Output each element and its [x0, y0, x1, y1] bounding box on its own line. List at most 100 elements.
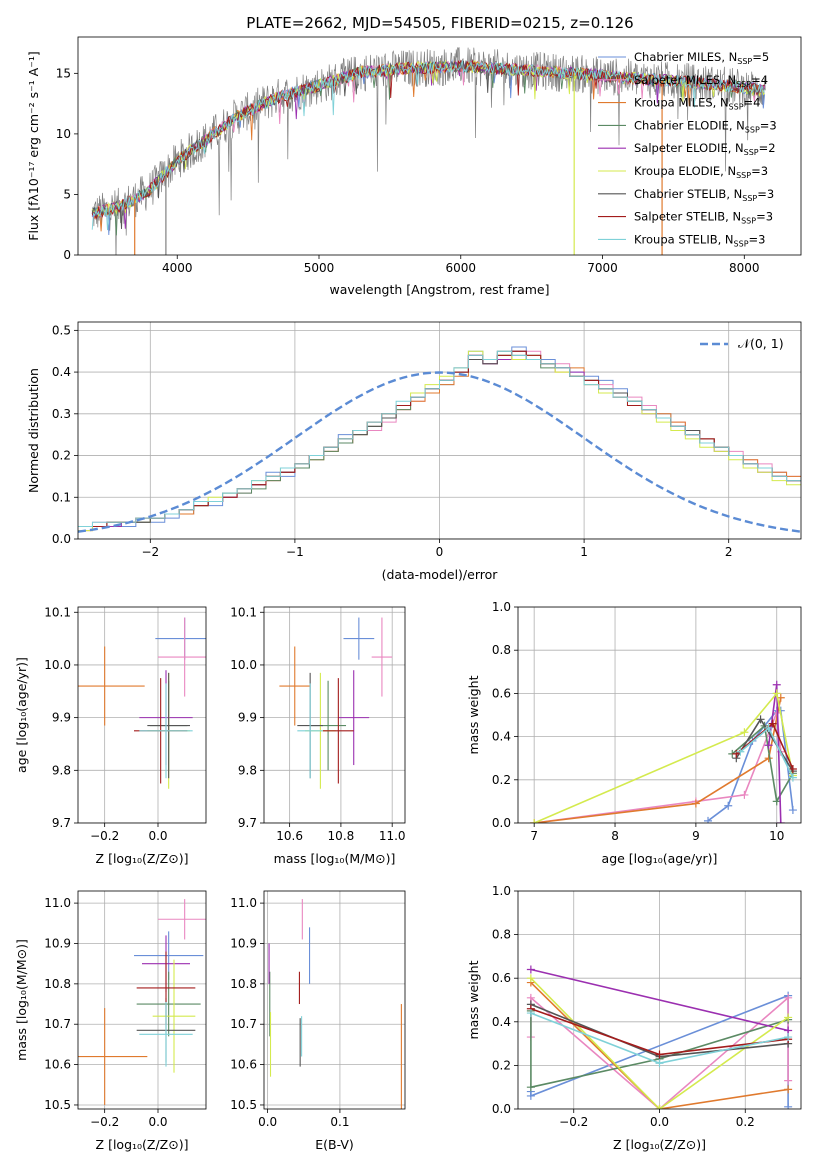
y-tick-label: 0.1	[52, 490, 71, 504]
y-tick-label: 10.5	[230, 1098, 257, 1112]
weight-marker-salp_stelib	[768, 719, 777, 728]
y-tick-label: 10.5	[44, 1098, 71, 1112]
x-tick-label: 0	[436, 545, 444, 559]
x-tick-label: 5000	[304, 261, 335, 275]
x-tick-label: 0.0	[148, 1115, 167, 1129]
weight-marker-krou_stelib	[655, 1059, 664, 1068]
weight-marker-salp_stelib	[788, 765, 797, 773]
x-tick-label: −0.2	[559, 1115, 588, 1129]
y-axis-label: mass weight	[466, 960, 481, 1039]
x-tick-label: 1	[580, 545, 588, 559]
legend-label-chab_stelib: Chabrier STELIB, NSSP=3	[634, 187, 774, 203]
weight-marker-krou_stelib	[764, 723, 773, 732]
x-tick-label: 9	[692, 829, 700, 843]
y-tick-label: 0.0	[492, 816, 511, 830]
axes-mass_vs_ebv: 0.0 0.1 10.5 10.6 10.7 10.8 10.9 11.0 E(B-V)	[230, 890, 406, 1152]
y-tick-label: 10.8	[230, 977, 257, 991]
legend-label-krou_elodie: Kroupa ELODIE, NSSP=3	[634, 164, 768, 180]
weight-marker-krou_stelib	[526, 1009, 535, 1018]
model-line-chab_miles	[91, 59, 766, 236]
axes-weight_vs_Z: −0.2 0.0 0.2 0.0 0.2 0.4 0.6 0.8 1.0 Z [log₁₀(Z/Z…	[466, 884, 802, 1152]
legend-label-krou_stelib: Kroupa STELIB, NSSP=3	[634, 232, 765, 248]
y-tick-label: 5	[63, 187, 71, 201]
y-tick-label: 9.8	[238, 763, 257, 777]
weight-marker-chab_miles	[788, 806, 797, 815]
x-tick-label: 10.6	[276, 829, 303, 843]
weight-line-salp_elodie	[530, 968, 789, 1032]
model-line-chab_stelib	[91, 60, 765, 230]
y-tick-label: 0.8	[492, 928, 511, 942]
x-tick-label: 10	[769, 829, 784, 843]
legend-label-sub: SSP	[736, 80, 751, 89]
legend-label-tail: =4	[744, 96, 761, 110]
y-axis-label: mass weight	[466, 675, 481, 754]
model-line-krou_stelib	[91, 60, 765, 231]
y-tick-label: 10.9	[44, 936, 71, 950]
y-tick-label: 9.7	[238, 816, 257, 830]
axes-residuals: −2 −1 0 1 2 0.0 0.1 0.2 0.3 0.4 0.5 (data-model)/er…	[26, 321, 802, 582]
y-tick-label: 0.0	[52, 532, 71, 546]
legend-label-sub: SSP	[729, 103, 744, 112]
weight-marker-chab_miles	[724, 801, 733, 810]
y-tick-label: 15	[56, 66, 71, 80]
x-tick-label: 0.2	[736, 1115, 755, 1129]
plot-area-weight_vs_age	[518, 607, 801, 823]
plot-area-weight_vs_Z	[518, 891, 801, 1109]
y-tick-label: 11.0	[230, 896, 257, 910]
weight-marker-salp_elodie	[772, 680, 781, 689]
x-tick-label: 0.0	[148, 829, 167, 843]
axes-frame	[77, 890, 207, 1110]
legend-label-tail: =5	[752, 50, 769, 64]
weight-marker-salp_elodie	[776, 819, 785, 823]
axes-frame	[263, 890, 406, 1110]
weight-marker-krou_elodie	[530, 819, 539, 823]
weight-marker-chab_stelib	[756, 715, 765, 724]
x-tick-label: −1	[286, 545, 304, 559]
weight-marker-salp_elodie	[526, 965, 535, 974]
weight-line-krou_elodie	[533, 691, 794, 823]
y-tick-label: 10.0	[230, 658, 257, 672]
axes-frame	[77, 606, 207, 824]
legend-label-tail: =3	[749, 232, 766, 246]
y-axis-label: Flux [fλ10⁻¹⁷ erg cm⁻² s⁻¹ A⁻¹]	[26, 51, 41, 240]
weight-marker-salp_stelib	[655, 1050, 664, 1059]
weight-marker-salp_stelib	[732, 749, 741, 758]
x-tick-label: 8000	[729, 261, 760, 275]
axes-mass_vs_Z: −0.2 0.0 10.5 10.6 10.7 10.8 10.9 11.0 Z [log₁₀(…	[14, 890, 207, 1152]
plot-area-spectrum	[91, 47, 766, 255]
legend-label-sub: SSP	[737, 57, 752, 66]
axes-frame	[77, 36, 802, 256]
legend-label-salp_stelib: Salpeter STELIB, NSSP=3	[634, 210, 773, 226]
y-tick-label: 0.8	[492, 643, 511, 657]
legend-label-tail: =3	[757, 187, 774, 201]
weight-marker-krou_stelib	[784, 1033, 793, 1042]
y-axis-label: mass [log₁₀(M/M⊙)]	[14, 939, 29, 1061]
x-axis-label: (data-model)/error	[382, 567, 499, 582]
y-tick-label: 0.6	[492, 686, 511, 700]
x-tick-label: −2	[141, 545, 159, 559]
y-tick-label: 0.2	[492, 1058, 511, 1072]
y-tick-label: 0	[63, 248, 71, 262]
weight-line-krou_miles	[534, 697, 782, 823]
axes-weight_vs_age: 7 8 9 10 0.0 0.2 0.4 0.6 0.8 1.0 age [log₁₀(age/yr…	[466, 600, 802, 866]
weight-marker-salp_miles	[784, 1076, 793, 1085]
legend-label-sub: SSP	[742, 194, 757, 203]
legend-label-tail: =3	[751, 164, 768, 178]
plot-area-age_vs_Z	[78, 607, 206, 823]
weight-marker-chab_miles	[784, 1102, 793, 1109]
y-tick-label: 10.6	[230, 1058, 257, 1072]
x-axis-label: wavelength [Angstrom, rest frame]	[329, 282, 549, 297]
y-tick-label: 10.0	[44, 658, 71, 672]
y-tick-label: 10.1	[230, 605, 257, 619]
y-tick-label: 0.4	[52, 365, 71, 379]
y-tick-label: 11.0	[44, 896, 71, 910]
y-tick-label: 0.3	[52, 407, 71, 421]
x-tick-label: 2	[725, 545, 733, 559]
x-axis-label: mass [log₁₀(M/M⊙)]	[274, 851, 396, 866]
x-axis-label: Z [log₁₀(Z/Z⊙)]	[613, 1137, 706, 1152]
weight-marker-krou_miles	[691, 799, 700, 808]
y-tick-label: 0.2	[492, 773, 511, 787]
y-tick-label: 10.9	[230, 936, 257, 950]
plot-area-age_vs_mass	[264, 607, 405, 823]
axes-frame	[517, 890, 802, 1110]
